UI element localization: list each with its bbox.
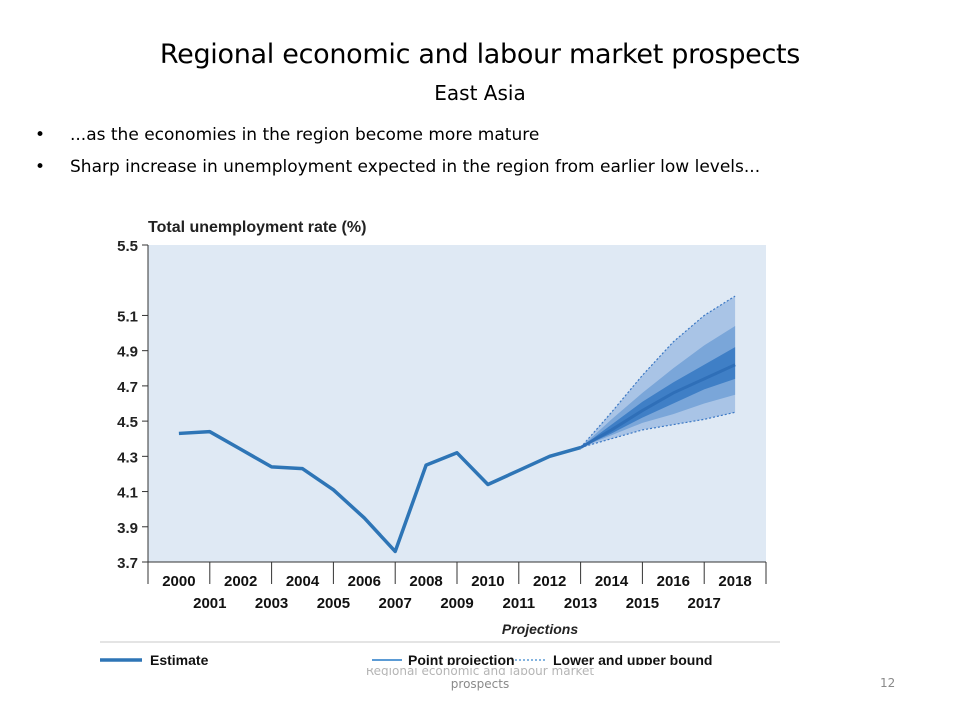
x-tick-label: 2000 xyxy=(162,573,195,590)
x-tick-label: 2014 xyxy=(595,573,629,590)
projections-label: Projections xyxy=(502,621,578,637)
band-mid xyxy=(580,326,736,448)
x-tick-label: 2001 xyxy=(193,595,226,612)
x-tick-label: 2010 xyxy=(471,573,504,590)
y-tick-label: 5.1 xyxy=(117,308,138,325)
bullet-marker: • xyxy=(35,125,46,145)
band-outer xyxy=(580,296,736,448)
bullet-text: ...as the economies in the region become… xyxy=(70,125,540,145)
y-tick-label: 5.5 xyxy=(117,238,138,255)
legend-estimate-label: Estimate xyxy=(150,652,209,665)
legend-point-label: Point projection xyxy=(408,652,515,665)
x-tick-label: 2005 xyxy=(317,595,350,612)
x-tick-label: 2018 xyxy=(718,573,751,590)
footer-text: prospects xyxy=(450,677,510,691)
x-tick-label: 2004 xyxy=(286,573,320,590)
x-tick-label: 2016 xyxy=(657,573,690,590)
y-tick-label: 3.7 xyxy=(117,555,138,572)
chart-title: Total unemployment rate (%) xyxy=(148,219,366,236)
x-tick-label: 2017 xyxy=(688,595,721,612)
upper-bound-line xyxy=(580,295,736,448)
estimate-line xyxy=(178,429,582,554)
bullet-item: • ...as the economies in the region beco… xyxy=(35,122,760,154)
x-tick-label: 2006 xyxy=(348,573,381,590)
bullet-item: • Sharp increase in unemployment expecte… xyxy=(35,154,760,186)
y-tick-label: 4.3 xyxy=(117,449,138,466)
slide-title: Regional economic and labour market pros… xyxy=(159,39,801,70)
y-tick-label: 3.9 xyxy=(117,520,138,537)
bullet-marker: • xyxy=(35,157,46,177)
slide-footer: Regional economic and labour market pros… xyxy=(330,668,630,692)
x-tick-label: 2011 xyxy=(503,595,536,612)
y-tick-label: 4.5 xyxy=(117,414,138,431)
x-tick-label: 2015 xyxy=(626,595,659,612)
x-tick-label: 2002 xyxy=(224,573,257,590)
x-tick-label: 2009 xyxy=(440,595,473,612)
slide-subtitle: East Asia xyxy=(434,81,526,105)
x-tick-label: 2008 xyxy=(409,573,442,590)
x-tick-label: 2012 xyxy=(533,573,566,590)
chart-svg: Total unemployment rate (%) 3.7 3.9 4.1 4.3 4… xyxy=(100,219,780,668)
x-tick-label: 2007 xyxy=(379,595,412,612)
legend-bound-label: Lower and upper bound xyxy=(553,652,712,665)
y-tick-label: 4.1 xyxy=(117,485,138,502)
footer-faint-text: Regional economic and labour market xyxy=(365,668,595,676)
unemployment-chart: Total unemployment rate (%) 3.7 3.9 4.1 4.3 4… xyxy=(100,210,780,668)
y-tick-label: 4.9 xyxy=(117,344,138,361)
bullet-text: Sharp increase in unemployment expected … xyxy=(70,157,761,177)
bullet-list: • ...as the economies in the region beco… xyxy=(35,122,760,186)
lower-bound-line xyxy=(580,411,736,449)
band-inner xyxy=(580,347,736,448)
point-projection-line xyxy=(579,363,736,449)
x-tick-label: 2013 xyxy=(564,595,597,612)
y-tick-label: 4.7 xyxy=(117,379,138,396)
page-number: 12 xyxy=(880,676,896,690)
x-tick-label: 2003 xyxy=(255,595,288,612)
